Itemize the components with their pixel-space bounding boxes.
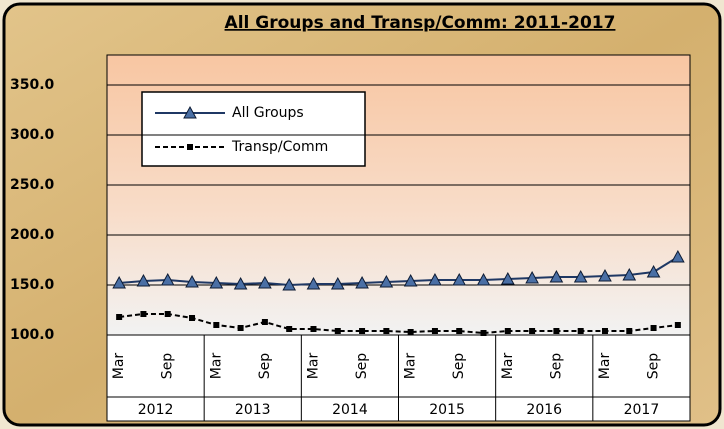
y-tick-label: 250.0 xyxy=(10,177,55,193)
x-tick-label: Mar xyxy=(208,353,224,380)
data-point xyxy=(671,249,685,263)
x-tick-label: Sep xyxy=(646,353,662,380)
legend-label: Transp/Comm xyxy=(231,139,328,155)
data-point xyxy=(674,322,681,328)
year-label: 2014 xyxy=(332,402,368,418)
x-tick-label: Mar xyxy=(403,353,419,380)
data-point xyxy=(310,326,317,332)
data-point xyxy=(504,328,511,334)
x-tick-label: Mar xyxy=(305,353,321,380)
data-point xyxy=(112,275,126,289)
x-tick-label: Mar xyxy=(111,353,127,380)
data-point xyxy=(626,328,633,334)
data-point xyxy=(431,328,438,334)
data-point xyxy=(383,328,390,334)
data-point xyxy=(261,319,268,325)
data-point xyxy=(164,311,171,317)
x-tick-label: Sep xyxy=(160,353,176,380)
data-point xyxy=(598,268,612,282)
data-point xyxy=(452,272,467,286)
data-point xyxy=(529,328,536,334)
year-label: 2017 xyxy=(624,402,660,418)
chart-title: All Groups and Transp/Comm: 2011-2017 xyxy=(225,13,616,33)
legend-marker xyxy=(183,105,197,119)
data-point xyxy=(403,273,418,287)
data-point xyxy=(286,326,293,332)
data-point xyxy=(646,264,661,278)
data-point xyxy=(237,325,244,331)
data-point xyxy=(306,276,321,290)
data-point xyxy=(577,328,584,334)
data-point xyxy=(480,330,487,336)
y-tick-label: 150.0 xyxy=(10,277,55,293)
data-point xyxy=(549,269,564,283)
data-point xyxy=(116,314,123,320)
data-point xyxy=(500,271,515,285)
data-point xyxy=(160,272,175,286)
x-tick-label: Sep xyxy=(354,353,370,380)
data-point xyxy=(209,275,224,289)
y-tick-label: 100.0 xyxy=(10,327,55,343)
x-tick-label: Mar xyxy=(500,353,516,380)
x-tick-label: Sep xyxy=(451,353,467,380)
data-point xyxy=(476,272,491,286)
data-point xyxy=(233,276,248,290)
data-point xyxy=(189,315,196,321)
data-point xyxy=(456,328,463,334)
data-point xyxy=(359,328,366,334)
year-label: 2013 xyxy=(235,402,271,418)
x-tick-label: Sep xyxy=(548,353,564,380)
data-point xyxy=(601,328,608,334)
x-tick-label: Sep xyxy=(257,353,273,380)
y-tick-label: 300.0 xyxy=(10,127,55,143)
data-point xyxy=(213,322,220,328)
data-point xyxy=(407,329,414,335)
data-point xyxy=(334,328,341,334)
legend xyxy=(141,91,366,167)
data-point xyxy=(140,311,147,317)
year-label: 2015 xyxy=(429,402,465,418)
data-point xyxy=(136,273,151,287)
data-point xyxy=(573,269,588,283)
data-point xyxy=(258,275,272,289)
data-point xyxy=(282,277,297,291)
data-point xyxy=(330,276,345,290)
y-tick-label: 350.0 xyxy=(10,77,55,93)
series-line xyxy=(119,313,678,335)
data-point xyxy=(428,272,442,286)
year-label: 2012 xyxy=(138,402,174,418)
data-point xyxy=(622,267,637,281)
data-point xyxy=(650,325,657,331)
data-point xyxy=(525,270,539,284)
series-line xyxy=(119,256,679,287)
legend-marker xyxy=(187,144,193,150)
y-tick-label: 200.0 xyxy=(10,227,55,243)
year-label: 2016 xyxy=(526,402,562,418)
x-tick-label: Mar xyxy=(597,353,613,380)
data-point xyxy=(379,274,394,288)
data-point xyxy=(553,328,560,334)
data-point xyxy=(355,275,369,289)
legend-label: All Groups xyxy=(232,105,304,121)
data-point xyxy=(185,274,199,288)
